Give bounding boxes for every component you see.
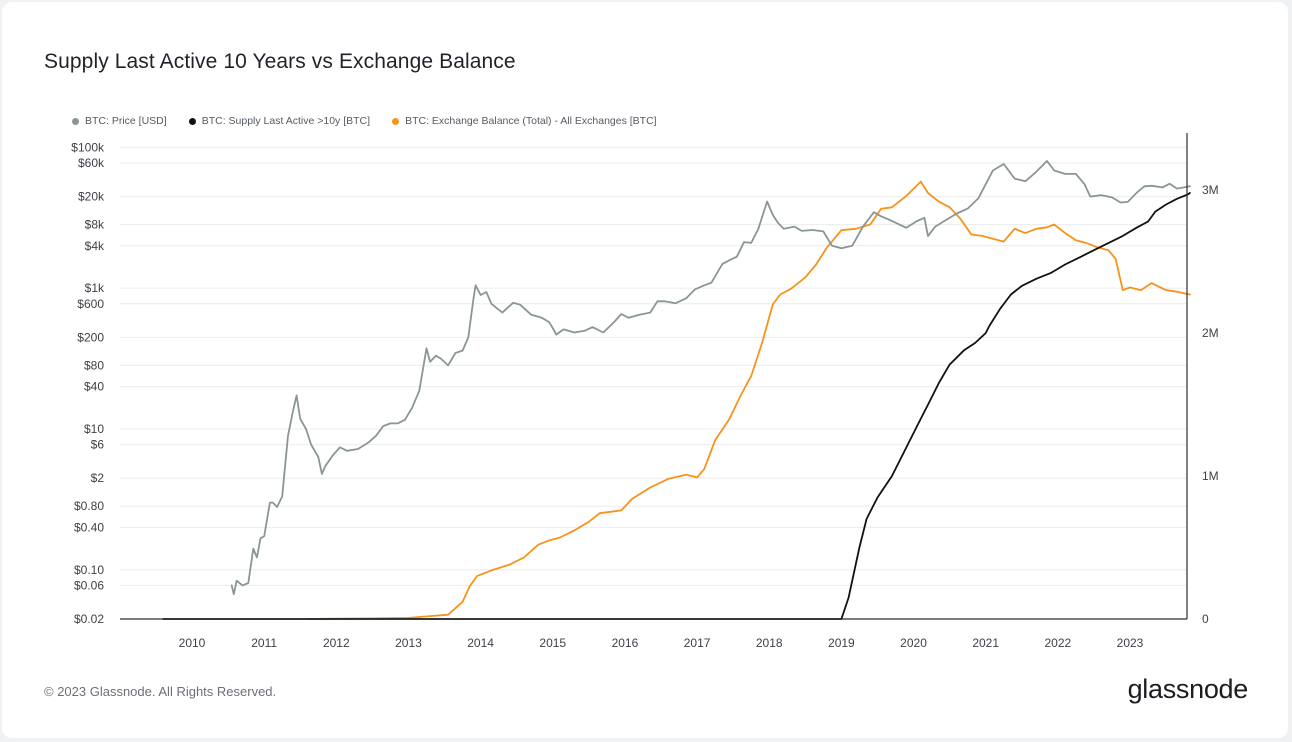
gridlines bbox=[120, 146, 1187, 620]
left-tick-label: $0.40 bbox=[74, 520, 104, 534]
x-axis-ticks: 2010 2011 2012 2013 2014 2015 2016 2017 2018 2019… bbox=[179, 636, 1144, 650]
chart-legend: BTC: Price [USD] BTC: Supply Last Active… bbox=[72, 115, 657, 127]
legend-label-price: BTC: Price [USD] bbox=[85, 115, 167, 127]
left-tick-label: $1k bbox=[85, 281, 105, 295]
x-tick-label: 2019 bbox=[828, 636, 855, 650]
right-tick-label: 3M bbox=[1202, 183, 1219, 197]
left-tick-label: $2 bbox=[91, 471, 105, 485]
x-tick-label: 2016 bbox=[612, 636, 639, 650]
x-tick-label: 2014 bbox=[467, 636, 494, 650]
right-axis-ticks: 0 1M 2M 3M bbox=[1202, 183, 1219, 626]
left-tick-label: $60k bbox=[78, 156, 105, 170]
x-tick-label: 2015 bbox=[539, 636, 566, 650]
legend-label-supply-10y: BTC: Supply Last Active >10y [BTC] bbox=[201, 115, 371, 127]
left-tick-label: $6 bbox=[91, 438, 105, 452]
legend-item-supply-10y[interactable]: BTC: Supply Last Active >10y [BTC] bbox=[188, 115, 371, 127]
x-tick-label: 2010 bbox=[179, 636, 206, 650]
left-tick-label: $4k bbox=[85, 239, 105, 253]
chart-title: Supply Last Active 10 Years vs Exchange … bbox=[44, 50, 516, 73]
left-axis-ticks: $100k $60k $20k $8k $4k $1k $600 $200 $80 $40 $10 $… bbox=[71, 140, 105, 626]
series-lines bbox=[162, 160, 1191, 620]
series-line-supply-10y bbox=[162, 192, 1191, 620]
x-tick-label: 2011 bbox=[251, 636, 277, 650]
legend-marker-exchange-balance bbox=[392, 117, 400, 125]
left-tick-label: $100k bbox=[71, 140, 105, 154]
left-tick-label: $80 bbox=[84, 358, 104, 372]
legend-label-exchange-balance: BTC: Exchange Balance (Total) - All Exch… bbox=[405, 115, 657, 127]
legend-item-exchange-balance[interactable]: BTC: Exchange Balance (Total) - All Exch… bbox=[392, 115, 657, 127]
left-tick-label: $20k bbox=[78, 190, 105, 204]
x-tick-label: 2020 bbox=[900, 636, 927, 650]
series-line-exchange-balance bbox=[306, 180, 1191, 620]
x-tick-label: 2022 bbox=[1044, 636, 1071, 650]
x-tick-label: 2023 bbox=[1117, 636, 1144, 650]
legend-item-price[interactable]: BTC: Price [USD] bbox=[72, 115, 167, 127]
left-tick-label: $0.10 bbox=[74, 563, 104, 577]
left-tick-label: $40 bbox=[84, 380, 104, 394]
right-tick-label: 1M bbox=[1202, 469, 1219, 483]
left-tick-label: $0.80 bbox=[74, 499, 104, 513]
right-tick-label: 0 bbox=[1202, 612, 1209, 626]
copyright-footer: © 2023 Glassnode. All Rights Reserved. bbox=[44, 684, 277, 699]
x-tick-label: 2013 bbox=[395, 636, 422, 650]
left-tick-label: $8k bbox=[85, 218, 105, 232]
glassnode-logo: glassnode bbox=[1127, 674, 1249, 704]
x-tick-label: 2017 bbox=[684, 636, 711, 650]
legend-marker-price bbox=[72, 117, 79, 125]
x-tick-label: 2018 bbox=[756, 636, 783, 650]
right-tick-label: 2M bbox=[1202, 326, 1219, 340]
left-tick-label: $0.06 bbox=[74, 578, 104, 592]
series-line-price bbox=[230, 160, 1191, 596]
x-tick-label: 2012 bbox=[323, 636, 350, 650]
left-tick-label: $600 bbox=[77, 297, 104, 311]
left-tick-label: $200 bbox=[77, 330, 104, 344]
left-tick-label: $10 bbox=[84, 422, 104, 436]
left-tick-label: $0.02 bbox=[74, 612, 104, 626]
legend-marker-supply-10y bbox=[188, 117, 196, 125]
x-tick-label: 2021 bbox=[972, 636, 999, 650]
